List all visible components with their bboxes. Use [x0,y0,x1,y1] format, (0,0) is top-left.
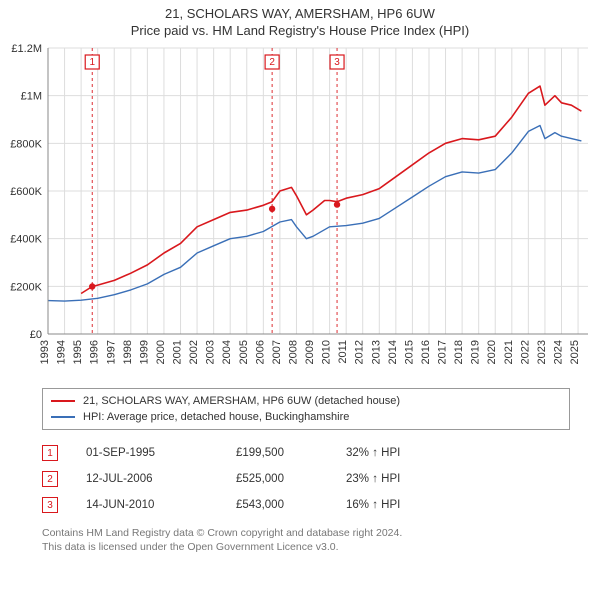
legend-swatch [51,400,75,402]
sale-price: £525,000 [236,473,346,485]
chart-container: 21, SCHOLARS WAY, AMERSHAM, HP6 6UW Pric… [0,0,600,590]
svg-text:2020: 2020 [486,340,498,364]
svg-text:£800K: £800K [10,138,42,150]
svg-text:2014: 2014 [387,340,399,364]
sale-price: £543,000 [236,499,346,511]
svg-text:2013: 2013 [370,340,382,364]
chart-area: £0 £200K £400K £600K £800K £1M £1.2M 1993 1994 19… [0,42,600,382]
svg-text:£200K: £200K [10,281,42,293]
svg-text:1997: 1997 [105,340,117,364]
svg-text:£0: £0 [30,329,42,341]
svg-text:2001: 2001 [172,340,184,364]
sale-date: 01-SEP-1995 [86,447,236,459]
sale-row: 1 01-SEP-1995£199,50032% ↑ HPI [42,440,570,466]
svg-text:2008: 2008 [287,340,299,364]
svg-text:2007: 2007 [271,340,283,364]
legend: 21, SCHOLARS WAY, AMERSHAM, HP6 6UW (det… [42,388,570,430]
sale-date: 14-JUN-2010 [86,499,236,511]
svg-text:2022: 2022 [519,340,531,364]
chart-title: 21, SCHOLARS WAY, AMERSHAM, HP6 6UW [0,0,600,21]
svg-text:1999: 1999 [138,340,150,364]
svg-text:1996: 1996 [89,340,101,364]
svg-text:2021: 2021 [503,340,515,364]
sale-diff: 32% ↑ HPI [346,447,570,459]
sale-badge: 1 [42,445,58,461]
footnote-line: Contains HM Land Registry data © Crown c… [42,526,570,540]
svg-text:2023: 2023 [536,340,548,364]
legend-item: 21, SCHOLARS WAY, AMERSHAM, HP6 6UW (det… [51,393,561,409]
svg-text:2018: 2018 [453,340,465,364]
svg-text:2009: 2009 [304,340,316,364]
svg-text:£600K: £600K [10,186,42,198]
svg-text:2015: 2015 [403,340,415,364]
svg-text:2011: 2011 [337,340,349,364]
svg-text:2003: 2003 [205,340,217,364]
svg-text:2019: 2019 [470,340,482,364]
svg-text:2016: 2016 [420,340,432,364]
sale-diff: 16% ↑ HPI [346,499,570,511]
svg-text:2002: 2002 [188,340,200,364]
legend-label: 21, SCHOLARS WAY, AMERSHAM, HP6 6UW (det… [83,395,400,407]
svg-text:1994: 1994 [56,340,68,364]
svg-text:2005: 2005 [238,340,250,364]
svg-text:2024: 2024 [552,340,564,364]
legend-swatch [51,416,75,418]
legend-label: HPI: Average price, detached house, Buck… [83,411,349,423]
legend-item: HPI: Average price, detached house, Buck… [51,409,561,425]
footnote: Contains HM Land Registry data © Crown c… [42,526,570,554]
svg-text:2: 2 [269,57,275,68]
svg-text:2010: 2010 [321,340,333,364]
sale-badge: 3 [42,497,58,513]
svg-text:1993: 1993 [39,340,51,364]
sale-date: 12-JUL-2006 [86,473,236,485]
svg-text:2006: 2006 [254,340,266,364]
svg-text:£1.2M: £1.2M [11,43,42,55]
svg-text:2004: 2004 [221,340,233,364]
sale-diff: 23% ↑ HPI [346,473,570,485]
svg-text:1: 1 [89,57,95,68]
svg-text:2017: 2017 [437,340,449,364]
footnote-line: This data is licensed under the Open Gov… [42,540,570,554]
svg-text:1998: 1998 [122,340,134,364]
sale-row: 3 14-JUN-2010£543,00016% ↑ HPI [42,492,570,518]
line-chart-svg: £0 £200K £400K £600K £800K £1M £1.2M 1993 1994 19… [0,42,600,382]
svg-text:3: 3 [334,57,340,68]
sales-table: 1 01-SEP-1995£199,50032% ↑ HPI 2 12-JUL-200… [42,440,570,518]
svg-text:£400K: £400K [10,234,42,246]
chart-subtitle: Price paid vs. HM Land Registry's House … [0,21,600,42]
svg-text:2025: 2025 [569,340,581,364]
svg-text:£1M: £1M [21,91,42,103]
svg-text:1995: 1995 [72,340,84,364]
svg-text:2000: 2000 [155,340,167,364]
sale-row: 2 12-JUL-2006£525,00023% ↑ HPI [42,466,570,492]
svg-text:2012: 2012 [354,340,366,364]
sale-price: £199,500 [236,447,346,459]
sale-badge: 2 [42,471,58,487]
